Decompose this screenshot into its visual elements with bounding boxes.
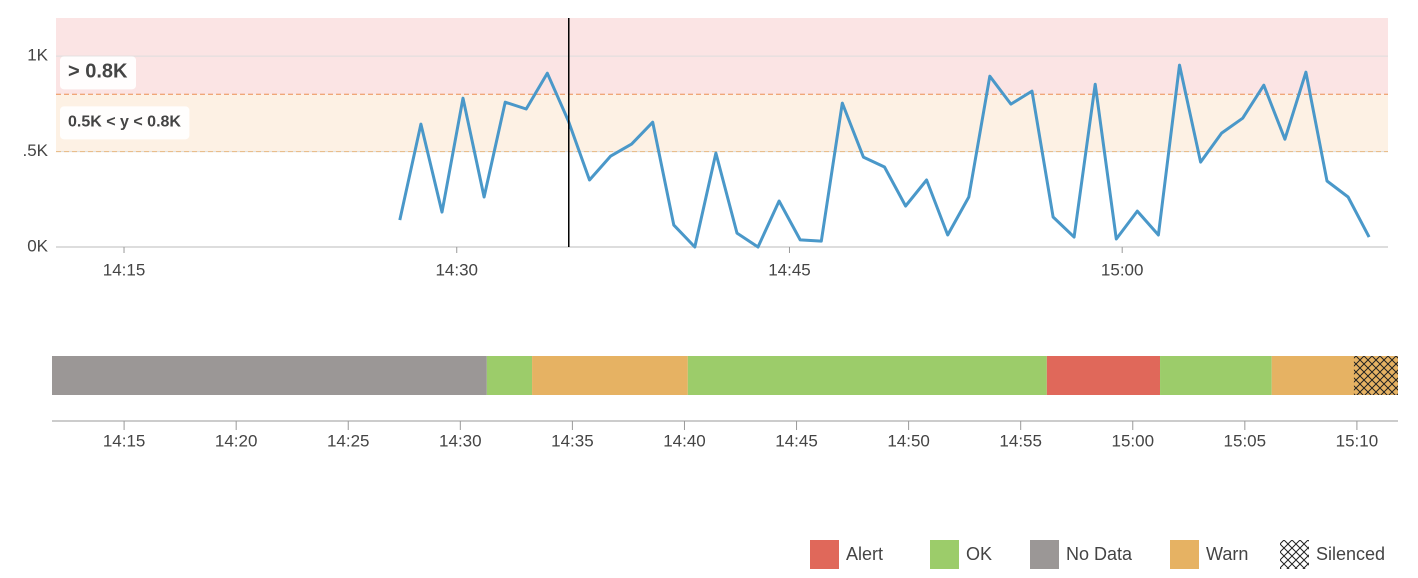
threshold-label: 0.5K < y < 0.8K: [68, 114, 181, 131]
x-tick-label: 14:15: [103, 260, 146, 279]
x-tick-label: 14:20: [215, 431, 258, 450]
x-tick-label: 15:05: [1224, 431, 1267, 450]
y-tick-label: 1K: [27, 46, 48, 65]
x-tick-label: 14:30: [435, 260, 478, 279]
legend-label: OK: [966, 544, 992, 564]
y-tick-label: 0K: [27, 236, 48, 255]
x-tick-label: 14:40: [663, 431, 706, 450]
x-tick-label: 15:10: [1336, 431, 1379, 450]
status-segment: [52, 356, 487, 395]
status-segment: [532, 356, 688, 395]
threshold-label: > 0.8K: [68, 61, 128, 83]
x-tick-label: 15:00: [1101, 260, 1144, 279]
legend-swatch: [1030, 540, 1059, 569]
x-tick-label: 14:45: [768, 260, 811, 279]
status-segment: [687, 356, 1047, 395]
legend-swatch: [1170, 540, 1199, 569]
legend-swatch: [1280, 540, 1309, 569]
status-segment: [1160, 356, 1272, 395]
x-tick-label: 15:00: [1111, 431, 1154, 450]
x-tick-label: 14:55: [999, 431, 1042, 450]
x-tick-label: 14:30: [439, 431, 482, 450]
legend-swatch: [930, 540, 959, 569]
x-tick-label: 14:50: [887, 431, 930, 450]
x-tick-label: 14:25: [327, 431, 370, 450]
threshold-band: [56, 94, 1388, 152]
legend-label: Alert: [846, 544, 883, 564]
legend-swatch: [810, 540, 839, 569]
status-segment: [1046, 356, 1161, 395]
legend-label: Warn: [1206, 544, 1248, 564]
legend-label: Silenced: [1316, 544, 1385, 564]
x-tick-label: 14:15: [103, 431, 146, 450]
status-segment: [486, 356, 533, 395]
x-tick-label: 14:45: [775, 431, 818, 450]
threshold-label-box: [60, 106, 190, 140]
y-tick-label: .5K: [22, 141, 48, 160]
threshold-label-box: [60, 56, 137, 90]
legend-label: No Data: [1066, 544, 1133, 564]
silenced-segment: [1353, 356, 1398, 395]
series-line: [398, 63, 1371, 249]
x-tick-label: 14:35: [551, 431, 594, 450]
